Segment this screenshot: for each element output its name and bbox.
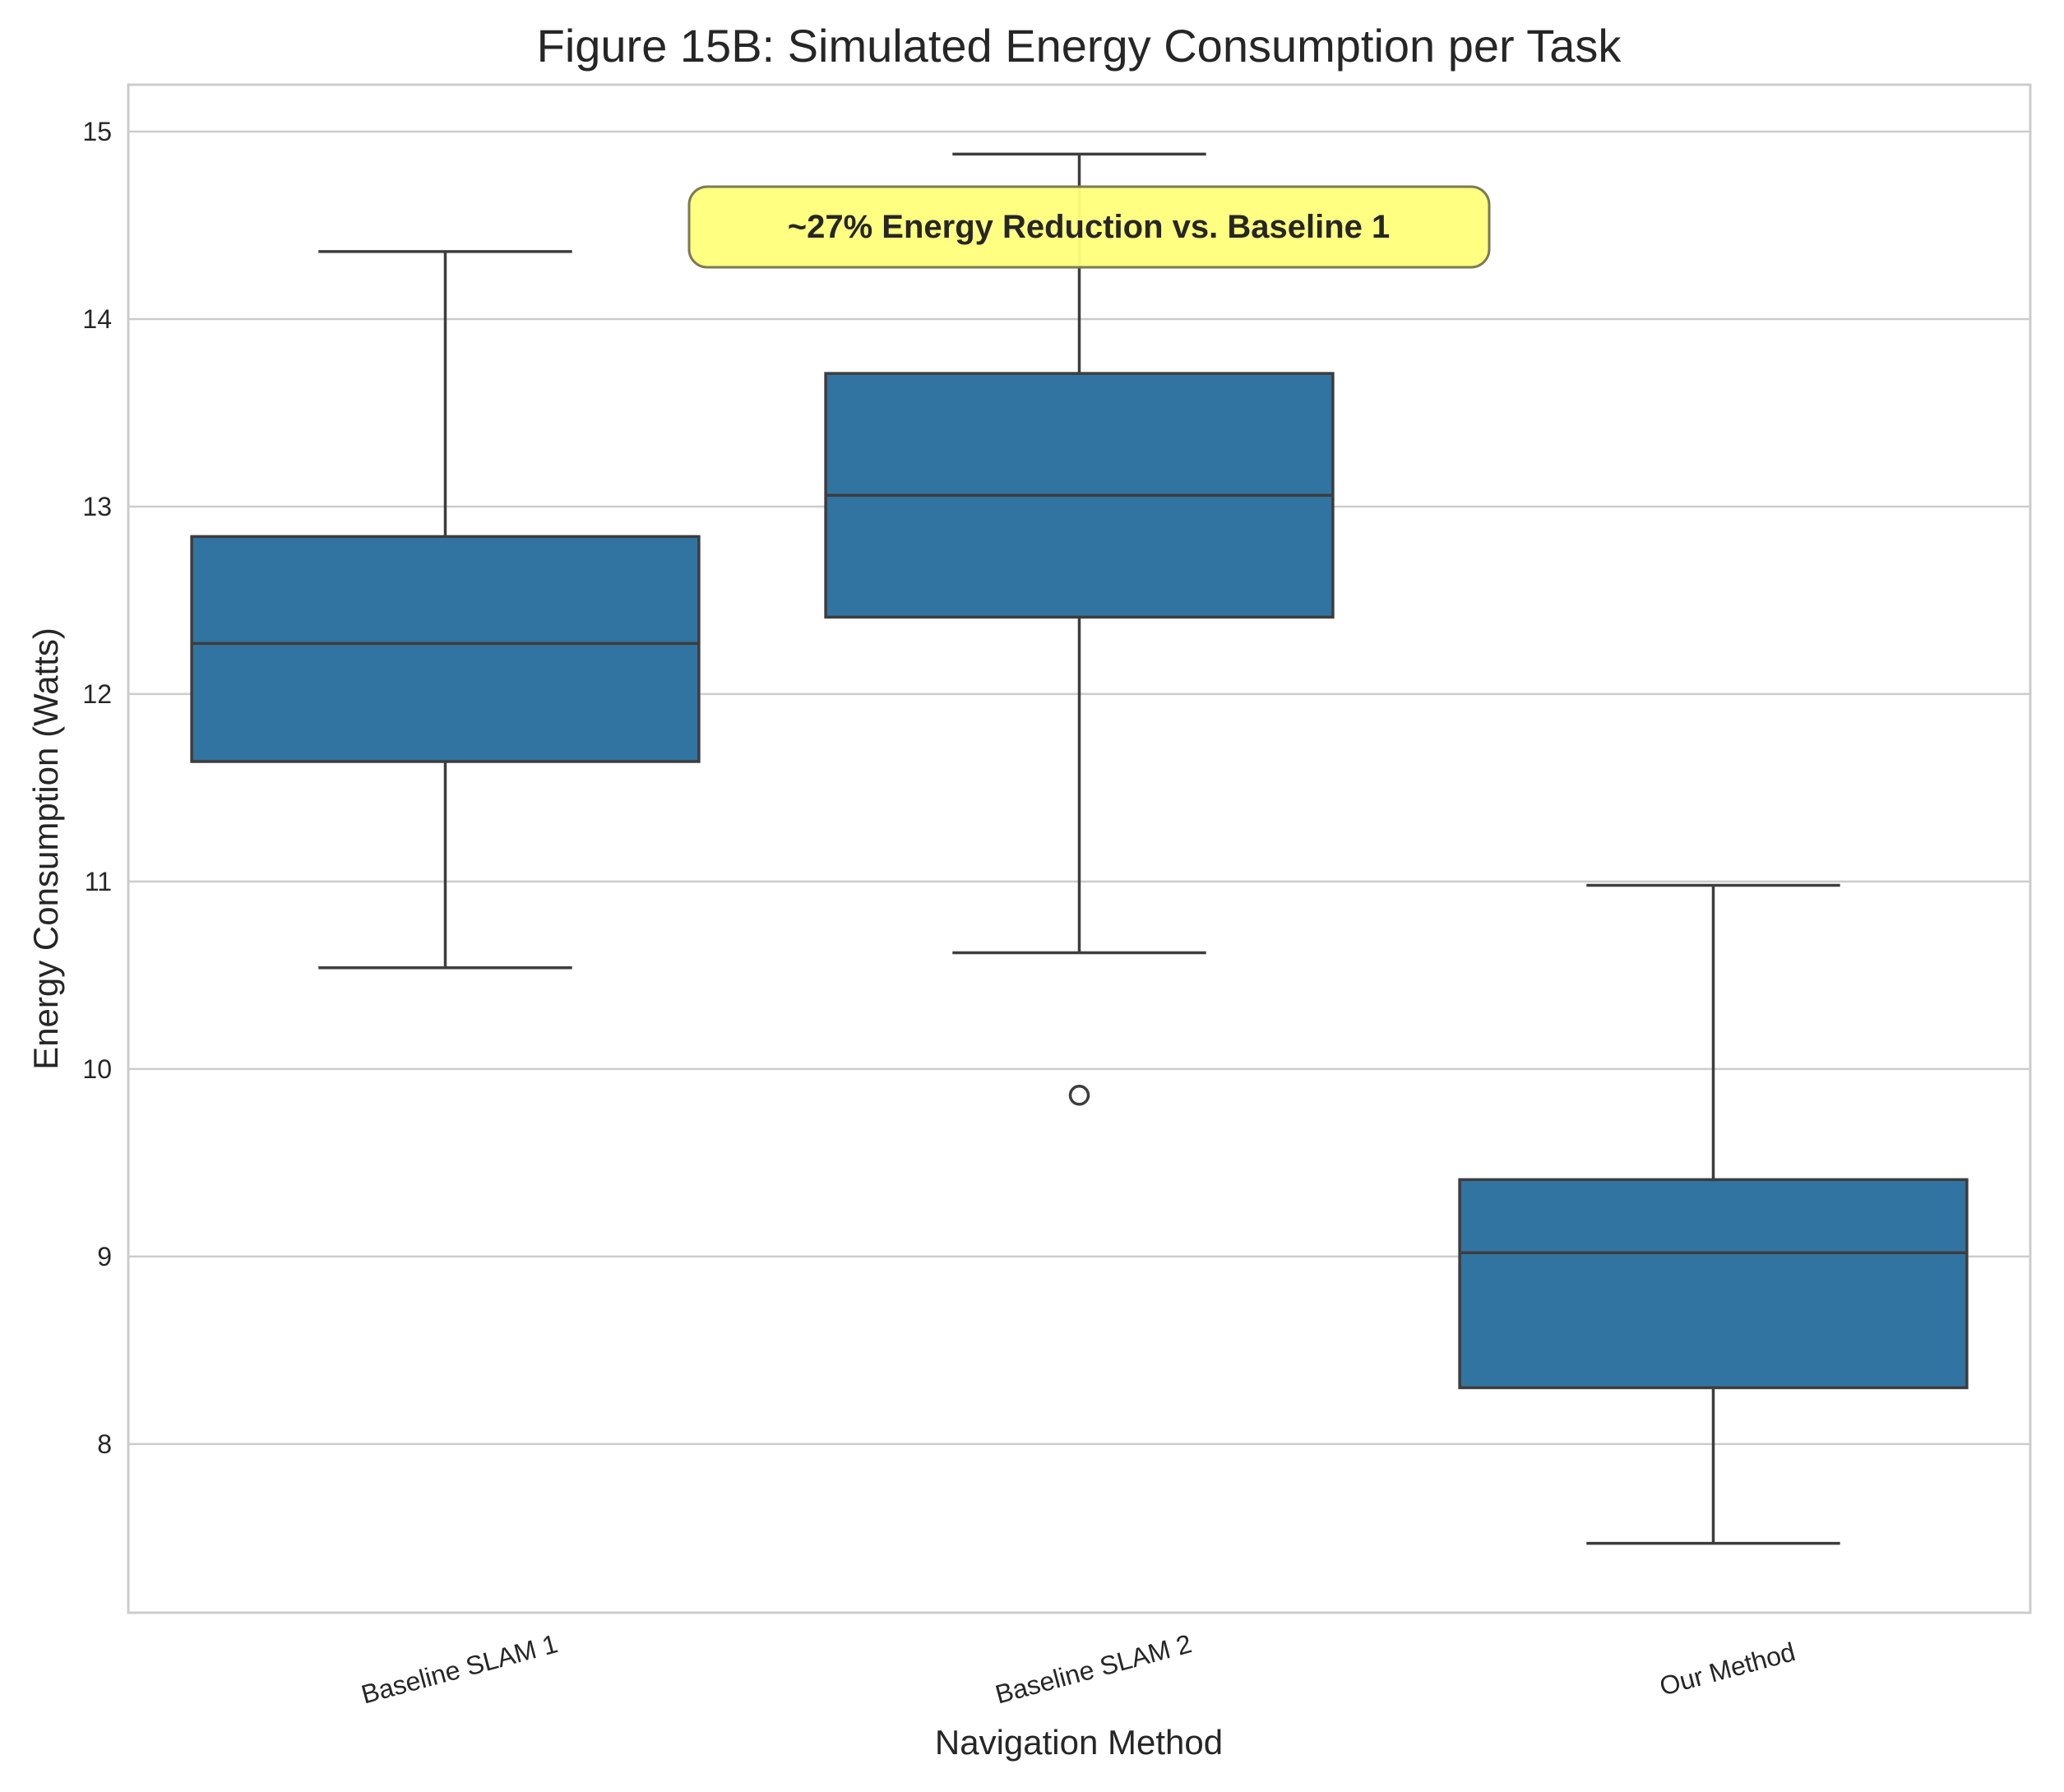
y-axis-label: Energy Consumption (Watts) xyxy=(26,627,65,1070)
x-tick-label: Baseline SLAM 2 xyxy=(992,1628,1194,1709)
chart-title: Figure 15B: Simulated Energy Consumption… xyxy=(537,20,1622,72)
y-tick-label: 14 xyxy=(82,304,112,334)
box-marks xyxy=(190,152,1969,1545)
y-tick-label: 13 xyxy=(82,492,112,521)
plot-area-frame xyxy=(127,83,2032,1614)
outlier-point xyxy=(1068,1085,1090,1106)
x-axis-label: Navigation Method xyxy=(935,1723,1223,1762)
y-tick-label: 12 xyxy=(82,679,112,709)
x-tick-label: Our Method xyxy=(1656,1637,1798,1702)
box-group xyxy=(1458,883,1969,1545)
box-group xyxy=(190,250,701,970)
annotation-box xyxy=(687,185,1491,269)
y-tick-labels: 8 9 10 11 12 13 14 15 xyxy=(82,117,112,1459)
y-tick-label: 10 xyxy=(82,1054,112,1084)
box-group xyxy=(824,152,1335,1106)
iqr-box xyxy=(190,535,701,763)
annotation-text: ~27% Energy Reduction vs. Baseline 1 xyxy=(788,209,1391,245)
annotation-callout: ~27% Energy Reduction vs. Baseline 1 xyxy=(687,185,1491,269)
y-tick-label: 11 xyxy=(85,867,112,896)
iqr-box xyxy=(1458,1178,1969,1390)
y-tick-label: 15 xyxy=(82,117,112,146)
x-tick-label: Baseline SLAM 1 xyxy=(358,1628,560,1709)
y-tick-label: 8 xyxy=(97,1429,112,1459)
y-tick-label: 9 xyxy=(97,1242,112,1271)
x-tick-labels: Baseline SLAM 1 Baseline SLAM 2 Our Method xyxy=(358,1628,1798,1709)
